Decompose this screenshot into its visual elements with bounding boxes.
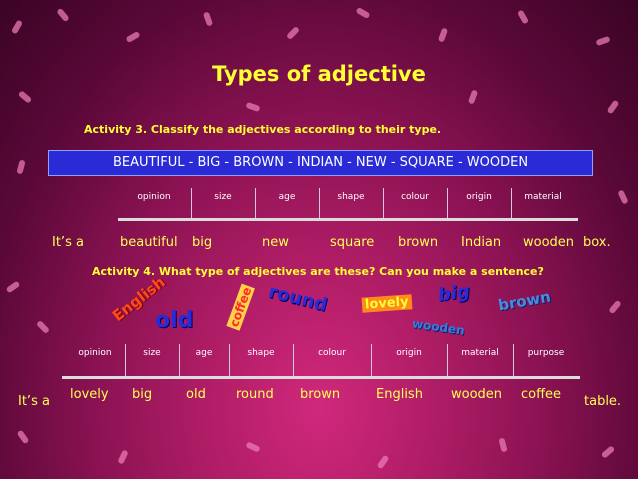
adjective-colour: brown	[398, 235, 439, 250]
adjective-size: big	[132, 387, 153, 402]
adjective-size: big	[192, 235, 213, 250]
sentence-start: It’s a	[18, 394, 50, 409]
category-age: age	[278, 192, 296, 202]
category-purpose: purpose	[527, 348, 565, 358]
word-lovely: lovely	[361, 294, 413, 313]
adjective-origin: Indian	[461, 235, 502, 250]
word-round: round	[266, 281, 330, 316]
category-size: size	[214, 192, 232, 202]
sentence-end: box.	[583, 235, 611, 250]
adjective-shape: square	[330, 235, 375, 250]
category-opinion: opinion	[137, 192, 171, 202]
word-coffee: coffee	[226, 283, 256, 331]
adjective-word-box: BEAUTIFUL - BIG - BROWN - INDIAN - NEW -…	[48, 150, 593, 176]
sentence-end: table.	[584, 394, 622, 409]
word-brown: brown	[496, 287, 553, 315]
category-shape: shape	[337, 192, 365, 202]
category-age: age	[195, 348, 213, 358]
word-big: big	[436, 280, 472, 307]
slide-title: Types of adjective	[212, 62, 426, 86]
category-material: material	[461, 348, 499, 358]
adjective-opinion: beautiful	[120, 235, 178, 250]
adjective-purpose: coffee	[521, 387, 562, 402]
category-opinion: opinion	[78, 348, 112, 358]
category-material: material	[524, 192, 562, 202]
adjective-origin: English	[376, 387, 423, 402]
adjective-opinion: lovely	[70, 387, 109, 402]
adjective-colour: brown	[300, 387, 341, 402]
adjective-material: wooden	[451, 387, 503, 402]
activity-4-instruction: Activity 4. What type of adjectives are …	[92, 265, 544, 278]
word-old: old	[155, 308, 194, 333]
category-shape: shape	[247, 348, 275, 358]
adjective-age: old	[186, 387, 206, 402]
activity-3-instruction: Activity 3. Classify the adjectives acco…	[84, 123, 442, 136]
category-colour: colour	[401, 192, 429, 202]
category-origin: origin	[466, 192, 492, 202]
adjective-material: wooden	[523, 235, 575, 250]
adjective-age: new	[262, 235, 289, 250]
category-size: size	[143, 348, 161, 358]
category-origin: origin	[396, 348, 422, 358]
sentence-start: It’s a	[52, 235, 84, 250]
word-wooden: wooden	[411, 316, 466, 338]
category-colour: colour	[318, 348, 346, 358]
adjective-shape: round	[236, 387, 274, 402]
